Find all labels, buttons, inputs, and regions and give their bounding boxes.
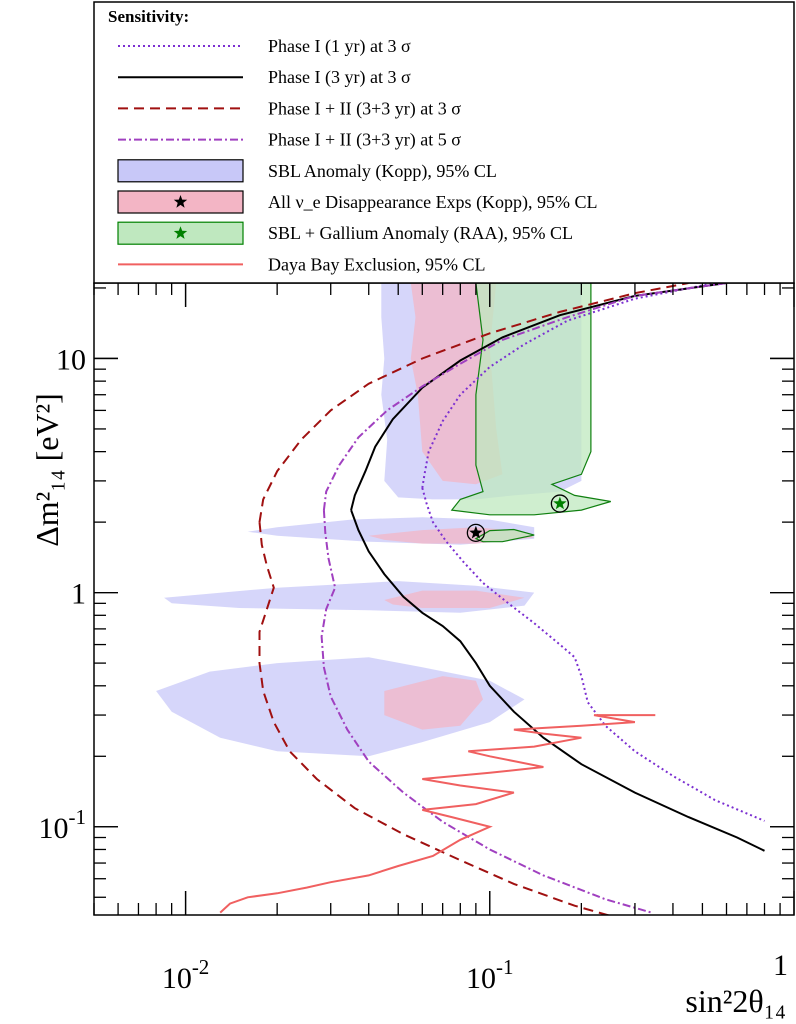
marker-1-ring bbox=[550, 494, 570, 513]
y-tick-label-0-exp: -1 bbox=[69, 805, 87, 829]
region-1-polygon-3 bbox=[384, 676, 483, 730]
legend-entry-3-label: Phase I + II (3+3 yr) at 5 σ bbox=[268, 130, 461, 151]
plot-area bbox=[93, 282, 795, 916]
legend-entry-6-star bbox=[173, 226, 188, 239]
x-tick-label-0-base: 10 bbox=[162, 962, 192, 995]
y-axis-label: Δm²₁₄ [eV²] bbox=[29, 393, 65, 547]
series-2-line-0 bbox=[258, 283, 689, 523]
y-tick-label-2: 10 bbox=[56, 343, 86, 376]
region-2-polygon-0 bbox=[450, 283, 611, 516]
y-tick-label-0-base: 10 bbox=[39, 812, 69, 845]
x-tick-label-2: 1 bbox=[773, 949, 788, 982]
marker-0-ring bbox=[466, 523, 486, 542]
legend-entry-0-label: Phase I (1 yr) at 3 σ bbox=[268, 36, 411, 57]
series-3-line-0 bbox=[322, 283, 727, 511]
marker-1-star bbox=[553, 496, 567, 510]
legend: Sensitivity: Phase I (1 yr) at 3 σPhase … bbox=[93, 1, 795, 284]
series-1-line-0 bbox=[350, 283, 727, 511]
series-4-line-0 bbox=[219, 714, 656, 914]
region-2-polygon-1 bbox=[474, 528, 535, 543]
y-tick-label-0: 10-1 bbox=[39, 805, 87, 845]
legend-entry-1-label: Phase I (3 yr) at 3 σ bbox=[268, 67, 411, 88]
legend-entry-6-label: SBL + Gallium Anomaly (RAA), 95% CL bbox=[268, 223, 573, 244]
legend-entry-4-box bbox=[117, 159, 244, 183]
axis-ticks bbox=[93, 283, 795, 915]
legend-entries: Phase I (1 yr) at 3 σ Phase I (3 yr) at 3… bbox=[117, 36, 598, 274]
best-fit-markers bbox=[466, 494, 570, 542]
y-tick-label-1: 1 bbox=[71, 578, 86, 611]
series-1-line-1 bbox=[350, 509, 765, 852]
x-tick-labels: 10-2 10-1 1 bbox=[162, 949, 788, 995]
y-tick-label-1-base: 1 bbox=[71, 578, 86, 611]
contour-regions bbox=[156, 283, 611, 757]
legend-title: Sensitivity: bbox=[108, 7, 189, 26]
y-tick-label-2-base: 10 bbox=[56, 343, 86, 376]
series-0-line-0 bbox=[421, 283, 716, 489]
legend-entry-2-label: Phase I + II (3+3 yr) at 3 σ bbox=[268, 98, 461, 119]
x-tick-label-2-base: 1 bbox=[773, 949, 788, 982]
x-tick-label-1-exp: -1 bbox=[496, 955, 514, 979]
sensitivity-curves bbox=[219, 283, 765, 915]
marker-0-star bbox=[469, 525, 483, 539]
series-0-line-1 bbox=[421, 487, 765, 822]
x-tick-label-0: 10-2 bbox=[162, 955, 210, 995]
region-1-polygon-2 bbox=[384, 590, 525, 608]
x-tick-label-1: 10-1 bbox=[466, 955, 514, 995]
legend-entry-5-label: All ν_e Disappearance Exps (Kopp), 95% C… bbox=[268, 192, 598, 213]
x-tick-label-1-base: 10 bbox=[466, 962, 496, 995]
x-axis-label: sin²2θ₁₄ bbox=[685, 983, 786, 1019]
series-3-line-1 bbox=[320, 510, 652, 914]
legend-entry-5-star bbox=[173, 195, 188, 208]
legend-entry-4-label: SBL Anomaly (Kopp), 95% CL bbox=[268, 161, 497, 182]
legend-entry-7-label: Daya Bay Exclusion, 95% CL bbox=[268, 254, 485, 274]
x-tick-label-0-exp: -2 bbox=[192, 955, 210, 979]
